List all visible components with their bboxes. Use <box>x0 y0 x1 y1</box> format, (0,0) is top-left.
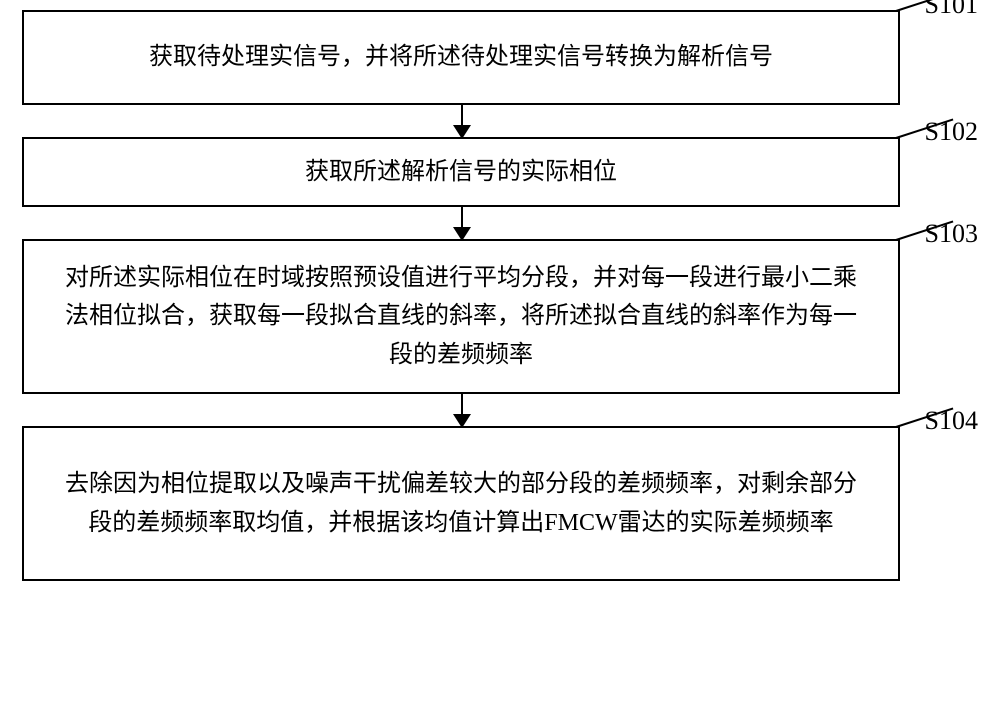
step-box-3: S103 对所述实际相位在时域按照预设值进行平均分段，并对每一段进行最小二乘法相… <box>22 239 900 394</box>
step-text-4: 去除因为相位提取以及噪声干扰偏差较大的部分段的差频频率，对剩余部分段的差频频率取… <box>64 465 858 542</box>
step-label-4: S104 <box>925 406 978 436</box>
step-text-2: 获取所述解析信号的实际相位 <box>305 153 617 191</box>
step-box-4: S104 去除因为相位提取以及噪声干扰偏差较大的部分段的差频频率，对剩余部分段的… <box>22 426 900 581</box>
arrow-2 <box>461 207 463 239</box>
arrow-1 <box>461 105 463 137</box>
step-label-2: S102 <box>925 117 978 147</box>
flowchart-container: S101 获取待处理实信号，并将所述待处理实信号转换为解析信号 S102 获取所… <box>22 10 980 581</box>
step-text-3: 对所述实际相位在时域按照预设值进行平均分段，并对每一段进行最小二乘法相位拟合，获… <box>64 259 858 374</box>
step-label-1: S101 <box>925 0 978 20</box>
arrow-3 <box>461 394 463 426</box>
step-text-1: 获取待处理实信号，并将所述待处理实信号转换为解析信号 <box>149 38 773 76</box>
step-label-3: S103 <box>925 219 978 249</box>
step-box-2: S102 获取所述解析信号的实际相位 <box>22 137 900 207</box>
step-box-1: S101 获取待处理实信号，并将所述待处理实信号转换为解析信号 <box>22 10 900 105</box>
